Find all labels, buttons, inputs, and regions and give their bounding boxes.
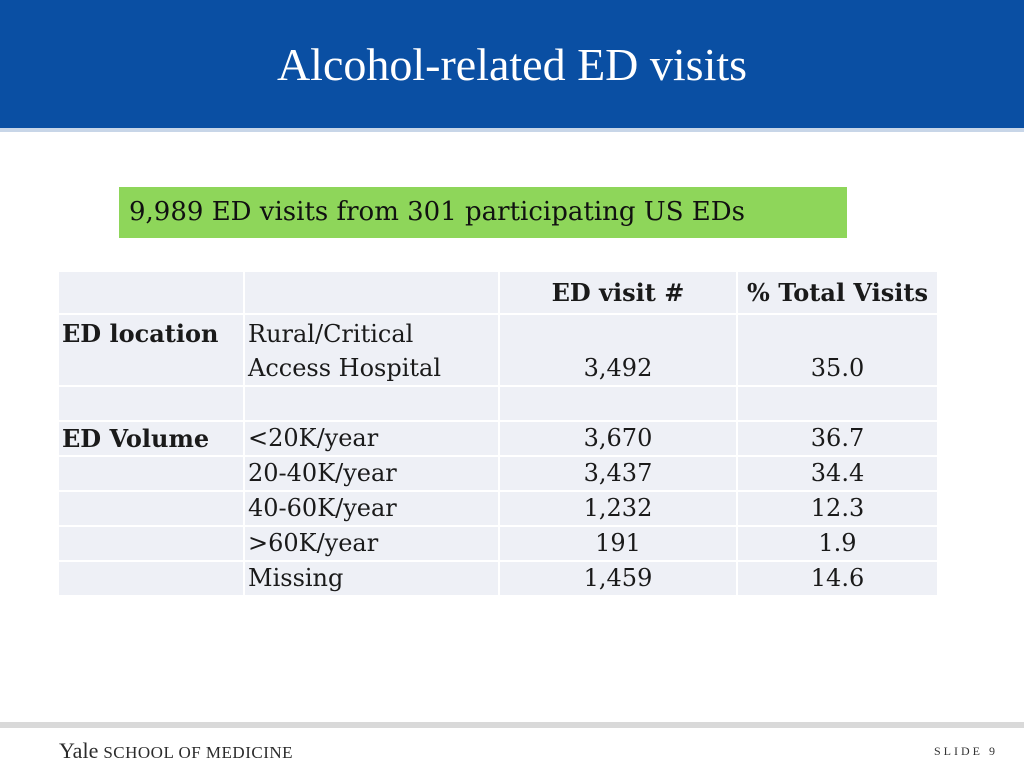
row-visit-count: 1,232: [500, 492, 738, 527]
table-row: >60K/year 191 1.9: [59, 527, 939, 562]
table-spacer-row: [59, 387, 939, 422]
title-divider: [0, 128, 1024, 132]
category-line-2: Access Hospital: [248, 354, 442, 382]
header-ed-visit-count: ED visit #: [500, 272, 738, 315]
row-percent: 12.3: [738, 492, 939, 527]
table-row: 40-60K/year 1,232 12.3: [59, 492, 939, 527]
row-category: Rural/Critical Access Hospital: [245, 315, 500, 387]
yale-logo: Yale SCHOOL OF MEDICINE: [59, 738, 293, 764]
row-category: 20-40K/year: [245, 457, 500, 492]
row-category: >60K/year: [245, 527, 500, 562]
row-percent: 14.6: [738, 562, 939, 597]
table-row: Missing 1,459 14.6: [59, 562, 939, 597]
table-row: 20-40K/year 3,437 34.4: [59, 457, 939, 492]
slide-number: SLIDE 9: [934, 744, 998, 758]
row-category: Missing: [245, 562, 500, 597]
row-group-label: ED Volume: [59, 422, 245, 457]
row-visit-count: 191: [500, 527, 738, 562]
row-percent: 36.7: [738, 422, 939, 457]
row-category: 40-60K/year: [245, 492, 500, 527]
logo-yale: Yale: [59, 738, 99, 763]
row-visit-count: 3,437: [500, 457, 738, 492]
row-visit-count: 1,459: [500, 562, 738, 597]
footer-divider: [0, 722, 1024, 728]
table-row: ED Volume <20K/year 3,670 36.7: [59, 422, 939, 457]
header-cell-blank-2: [245, 272, 500, 315]
row-category: <20K/year: [245, 422, 500, 457]
category-line-1: Rural/Critical: [248, 320, 414, 348]
summary-callout: 9,989 ED visits from 301 participating U…: [119, 187, 847, 238]
header-cell-blank-1: [59, 272, 245, 315]
row-percent: 35.0: [738, 315, 939, 387]
row-visit-count: 3,670: [500, 422, 738, 457]
table-row: ED location Rural/Critical Access Hospita…: [59, 315, 939, 387]
slide-title: Alcohol-related ED visits: [276, 39, 748, 90]
ed-visits-table: ED visit # % Total Visits ED location Ru…: [59, 272, 939, 597]
header-percent-total: % Total Visits: [738, 272, 939, 315]
row-percent: 34.4: [738, 457, 939, 492]
title-bar: Alcohol-related ED visits: [0, 0, 1024, 128]
row-group-label: ED location: [59, 315, 245, 387]
row-visit-count: 3,492: [500, 315, 738, 387]
table-header-row: ED visit # % Total Visits: [59, 272, 939, 315]
logo-school: SCHOOL OF MEDICINE: [103, 743, 294, 762]
row-percent: 1.9: [738, 527, 939, 562]
